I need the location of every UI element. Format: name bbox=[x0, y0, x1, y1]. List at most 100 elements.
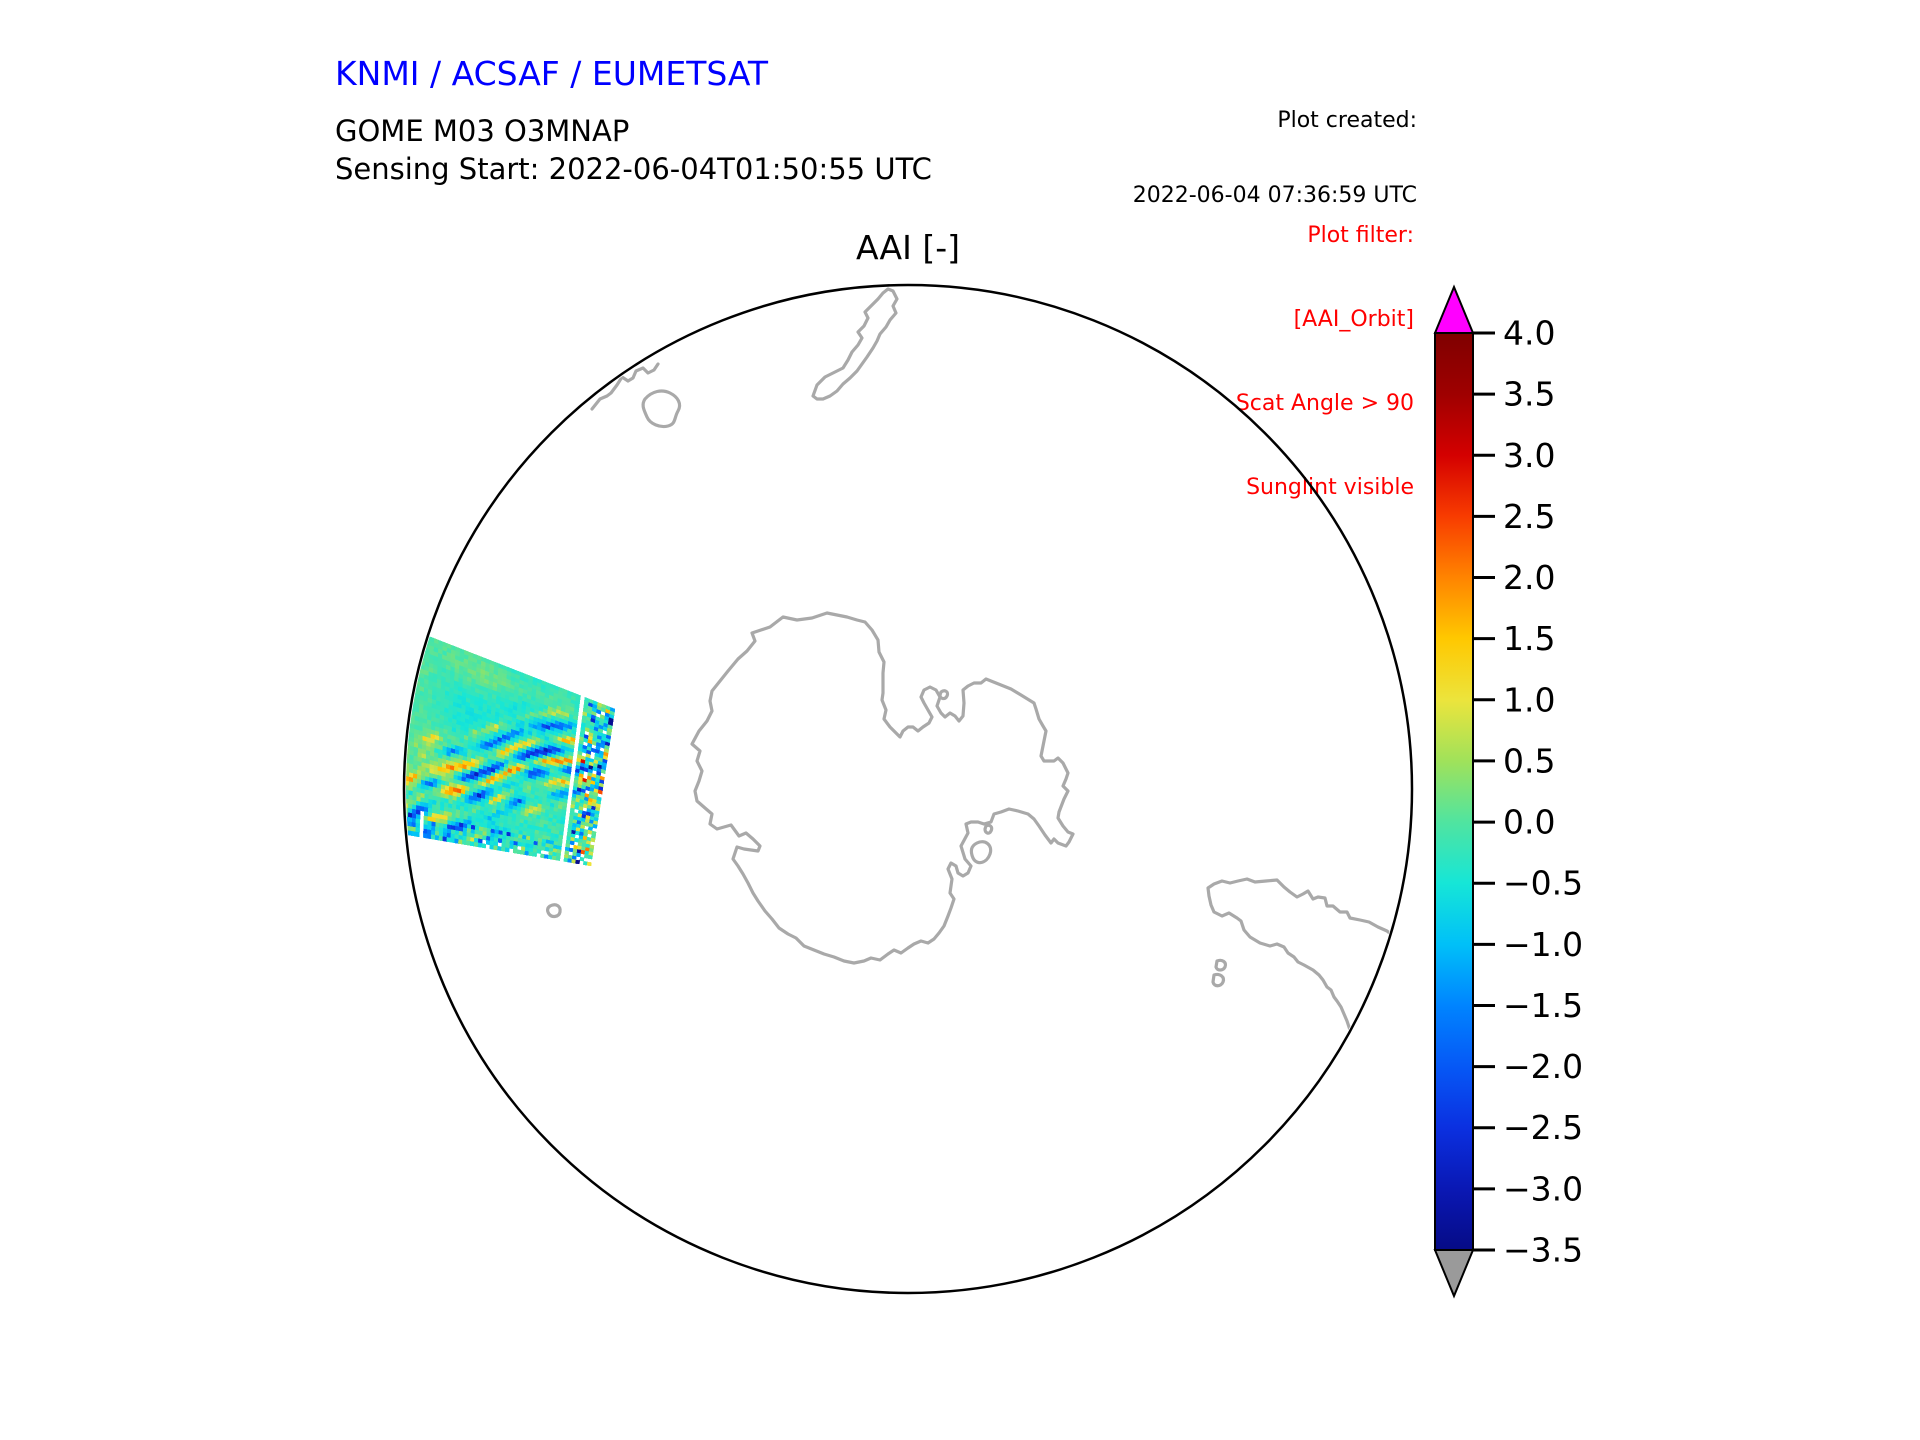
swath-cell bbox=[399, 675, 403, 681]
swath-cell bbox=[407, 672, 413, 680]
swath-cell bbox=[406, 675, 408, 683]
swath-cell bbox=[426, 833, 432, 840]
swath-cell bbox=[400, 829, 404, 834]
swath-cell bbox=[399, 661, 403, 667]
swath-cell bbox=[412, 643, 418, 650]
swath-cell bbox=[408, 637, 413, 644]
sensing-start-label: Sensing Start: 2022-06-04T01:50:55 UTC bbox=[335, 152, 932, 186]
colorbar-tick-label: 0.0 bbox=[1503, 803, 1555, 842]
swath-cell bbox=[416, 644, 422, 652]
swath-cell bbox=[396, 815, 400, 820]
swath-cell bbox=[576, 852, 582, 858]
colorbar-under-arrow bbox=[1433, 1249, 1475, 1299]
swath-cell bbox=[406, 653, 409, 660]
swath-cell bbox=[465, 840, 471, 846]
colorbar-ticks bbox=[1473, 331, 1495, 1252]
plot-filter-block: Plot filter: [AAI_Orbit] Scat Angle > 90… bbox=[1236, 166, 1414, 558]
swath-cell bbox=[396, 824, 400, 829]
swath-cell bbox=[528, 851, 534, 857]
colorbar-tick-label: −1.0 bbox=[1503, 925, 1583, 964]
swath-cell bbox=[396, 810, 400, 815]
swath-cell bbox=[397, 770, 401, 776]
plot-filter-line: Scat Angle > 90 bbox=[1235, 391, 1414, 416]
swath-cell bbox=[536, 849, 542, 854]
colorbar-tick-labels: 4.0 3.5 3.0 2.5 2.0 1.5 1.0 0.5 0.0 −0.5 −1.0 −1.5 −… bbox=[1503, 314, 1583, 1270]
coastline-inland-loop bbox=[969, 840, 993, 865]
swath-cell bbox=[396, 829, 400, 834]
swath-cell bbox=[397, 792, 401, 797]
swath-cell bbox=[406, 635, 409, 643]
swath-cell bbox=[398, 715, 402, 721]
swath-cell bbox=[400, 625, 404, 631]
swath-cell bbox=[406, 684, 408, 692]
swath-cell bbox=[399, 666, 403, 672]
swath-cell bbox=[485, 839, 491, 846]
swath-cell bbox=[579, 856, 585, 862]
swath-cell bbox=[547, 854, 553, 860]
swath-cell bbox=[416, 635, 422, 643]
swath-cell bbox=[406, 716, 407, 723]
plot-filter-line: Sunglint visible bbox=[1246, 475, 1414, 500]
swath-cell bbox=[397, 765, 401, 771]
swath-cell bbox=[551, 855, 557, 861]
swath-cell bbox=[412, 647, 417, 655]
coastline-elongated-north-islands bbox=[811, 287, 899, 401]
swath-cell bbox=[575, 830, 581, 836]
swath-cell bbox=[524, 850, 530, 856]
swath-cell bbox=[415, 831, 420, 838]
swath-cell bbox=[406, 680, 408, 687]
swath-cell bbox=[416, 631, 422, 639]
colorbar-tick-label: 2.0 bbox=[1503, 558, 1555, 597]
swath-cell bbox=[406, 695, 412, 702]
swath-cell bbox=[407, 641, 413, 649]
swath-cell bbox=[400, 648, 404, 654]
swath-cell bbox=[411, 656, 417, 664]
swath-cell bbox=[397, 756, 401, 762]
swath-cell bbox=[398, 752, 402, 758]
colorbar-tick-label: −0.5 bbox=[1503, 864, 1583, 903]
swath-cell bbox=[399, 670, 403, 676]
coastline-southeast-islets bbox=[1211, 958, 1228, 988]
swath-cell bbox=[532, 852, 538, 858]
swath-cell bbox=[407, 646, 413, 653]
swath-cell bbox=[397, 783, 401, 788]
swath-cell bbox=[406, 698, 408, 705]
swath-cell bbox=[442, 836, 448, 842]
swath-cell bbox=[398, 743, 402, 749]
swath-cell bbox=[406, 702, 408, 710]
aai-data-swath bbox=[396, 625, 616, 867]
swath-cell bbox=[411, 669, 417, 677]
swath-cell bbox=[544, 846, 550, 852]
swath-cell bbox=[407, 668, 413, 675]
swath-cell bbox=[400, 634, 404, 640]
swath-cell bbox=[575, 859, 581, 865]
swath-cell bbox=[489, 844, 495, 850]
swath-cell bbox=[421, 633, 427, 640]
swath-cell bbox=[583, 854, 589, 859]
swath-cell bbox=[406, 662, 409, 669]
plot-created-block: Plot created: 2022-06-04 07:36:59 UTC bbox=[1133, 58, 1417, 258]
colorbar-tick-label: −2.5 bbox=[1503, 1108, 1583, 1147]
swath-cell bbox=[509, 844, 514, 850]
swath-cell bbox=[569, 840, 575, 846]
swath-cell bbox=[406, 630, 409, 638]
swath-cell bbox=[412, 634, 418, 641]
swath-cell bbox=[406, 725, 407, 732]
swath-cell bbox=[406, 648, 409, 656]
swath-cell bbox=[397, 779, 401, 785]
swath-cell bbox=[406, 657, 409, 665]
swath-cell bbox=[406, 686, 412, 693]
swath-cell bbox=[416, 640, 422, 647]
coastline-north-island-blob bbox=[641, 389, 682, 429]
swath-cell bbox=[406, 693, 408, 701]
colorbar-gradient-bar bbox=[1434, 332, 1474, 1251]
swath-cell bbox=[397, 761, 401, 767]
plot-title: AAI [-] bbox=[856, 228, 960, 267]
swath-cell bbox=[458, 839, 463, 845]
swath-cell bbox=[571, 858, 577, 864]
swath-cell bbox=[398, 738, 402, 744]
swath-cell bbox=[568, 847, 574, 853]
swath-cell bbox=[398, 725, 402, 731]
swath-cell bbox=[412, 638, 418, 646]
swath-cell bbox=[406, 720, 407, 728]
